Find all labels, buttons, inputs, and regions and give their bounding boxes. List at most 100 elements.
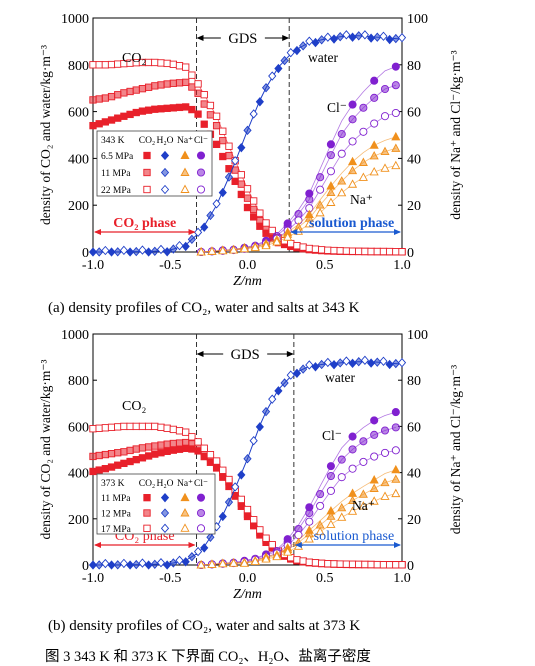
co2-point [144,83,153,91]
co2-point [95,120,103,128]
ion-point [369,496,379,505]
co2-point [132,422,140,431]
co2-point [89,96,97,104]
co2-point [188,433,196,441]
co2-point [138,422,147,431]
ion-point [261,240,271,250]
legend-marker [143,524,151,532]
co2-point [225,475,233,484]
water-point [329,360,339,370]
co2-point [107,463,116,471]
ion-point [316,173,325,182]
co2-point [336,247,344,255]
water-point [107,560,116,570]
water-point [373,32,382,42]
y-left-tick-label: 0 [82,246,89,261]
co2-point [194,110,202,118]
ion-point [315,526,325,536]
water-point [299,364,308,374]
ion-point [337,187,347,197]
water-point [218,187,227,198]
water-point [373,357,382,367]
legend-box [96,473,216,535]
co2-point [256,209,264,217]
water-point [132,246,141,257]
co2-phase-arrowhead [188,229,196,235]
ion-point [348,432,357,441]
co2-point [225,151,233,160]
legend-marker [143,151,151,160]
ion-point [358,489,368,498]
water-point [95,560,104,570]
co2-point [243,505,252,514]
ion-point [348,464,357,473]
ion-point [315,207,325,217]
ion-point [239,558,249,567]
water-point [175,240,184,251]
co2-point [361,560,369,569]
co2-point [324,246,332,254]
ion-point [358,501,368,510]
ion-point [348,506,358,515]
co2-point [120,448,128,456]
ion-point [380,477,390,487]
co2-point [151,422,159,431]
na-annotation: Na⁺ [350,192,373,207]
ion-point [391,488,401,498]
water-point [360,30,370,40]
ion-point [326,151,335,160]
legend: 373 K CO₂ H₂O Na⁺ Cl⁻ 11 MPa 12 MPa 17 MPa [96,473,216,535]
water-point [169,558,178,568]
co2-point [330,560,338,568]
ion-point [261,554,271,563]
x-tick-label: -0.5 [159,258,181,273]
water-point [367,33,376,43]
water-point [193,546,203,557]
ion-point [380,448,390,457]
co2-point [398,561,406,569]
co2-point [256,216,264,225]
co2-point [89,61,97,69]
water-point [249,109,258,119]
ion-point [337,473,346,482]
water-point [144,560,153,570]
co2-point [114,423,122,431]
co2-point [385,247,394,256]
gds-arrowhead-right [282,35,290,41]
co2-point [101,424,110,432]
water-point [200,543,209,553]
co2-point [101,94,110,102]
gds-arrowhead-right [286,351,294,357]
gds-arrowhead-left [196,351,204,357]
co2-point [169,425,177,434]
water-point [150,246,159,256]
series-5 [196,131,401,256]
water-point [255,422,264,432]
legend-marker [196,493,206,502]
x-tick-label: 0.5 [316,258,334,273]
ion-point [326,140,335,149]
ion-point [391,423,400,432]
co2-point [107,60,116,69]
water-point [360,355,370,366]
water-point [150,559,159,569]
water-point [305,360,314,370]
water-point [280,378,289,388]
water-point [342,30,351,40]
y-right-tick-label: 100 [407,328,428,343]
water-point [224,172,234,182]
co2-point [138,444,147,452]
co2-point [95,451,103,460]
ion-point [359,127,368,136]
y-left-tick-label: 200 [68,199,89,214]
water-annotation: water [325,370,355,385]
ion-point [358,172,368,181]
ion-point [326,187,336,197]
water-point [163,247,172,257]
co2-point [361,247,369,256]
co2-point [120,89,128,97]
series-2 [89,422,406,569]
y-left-tick-label: 600 [68,106,89,121]
water-point [231,482,240,492]
ion-point [391,81,400,90]
